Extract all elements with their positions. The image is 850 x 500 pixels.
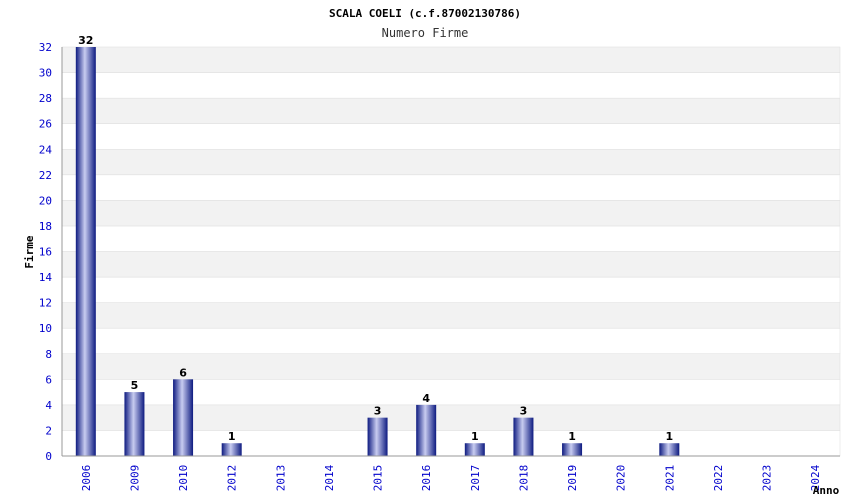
x-tick-label: 2010	[177, 465, 190, 492]
bar-value-label: 5	[131, 379, 139, 392]
x-tick-label: 2017	[469, 465, 482, 492]
bar	[173, 379, 194, 456]
grid-band	[61, 327, 841, 354]
y-tick-label: 4	[45, 399, 52, 412]
y-tick-label: 30	[39, 67, 52, 80]
x-axis-label: Anno	[813, 484, 840, 497]
x-tick-label: 2016	[420, 465, 433, 492]
grid-band	[61, 72, 841, 99]
bar-value-label: 1	[568, 430, 576, 443]
bar	[75, 47, 96, 456]
grid-band	[61, 276, 841, 303]
x-tick-label: 2024	[809, 464, 822, 491]
bar-value-label: 32	[78, 34, 93, 47]
bar-value-label: 1	[228, 430, 236, 443]
grid-band	[61, 174, 841, 201]
y-tick-label: 16	[39, 246, 52, 259]
grid-band	[61, 123, 841, 150]
chart-subtitle: Numero Firme	[382, 26, 469, 40]
x-tick-label: 2023	[761, 465, 774, 492]
grid-band	[61, 353, 841, 380]
y-tick-label: 26	[39, 118, 52, 131]
bar	[562, 443, 583, 456]
y-tick-label: 0	[45, 450, 52, 463]
x-tick-label: 2019	[566, 465, 579, 492]
y-tick-label: 28	[39, 92, 52, 105]
bar-value-label: 1	[665, 430, 673, 443]
y-tick-label: 2	[45, 424, 52, 437]
y-tick-label: 18	[39, 220, 52, 233]
x-tick-label: 2012	[226, 465, 239, 492]
x-tick-label: 2009	[128, 465, 141, 492]
grid-band	[61, 97, 841, 124]
y-tick-label: 24	[39, 143, 53, 156]
bar-value-label: 6	[179, 366, 187, 379]
x-tick-label: 2013	[274, 465, 287, 492]
grid-band	[61, 225, 841, 252]
x-tick-label: 2022	[712, 465, 725, 492]
bar	[416, 404, 437, 456]
bar	[464, 443, 485, 456]
x-tick-label: 2018	[517, 465, 530, 492]
grid-band	[61, 200, 841, 227]
y-tick-label: 12	[39, 297, 52, 310]
y-tick-label: 20	[39, 194, 52, 207]
y-tick-label: 32	[39, 41, 52, 54]
bar	[221, 443, 242, 456]
y-tick-label: 8	[45, 348, 52, 361]
x-tick-label: 2006	[80, 465, 93, 492]
bar-value-label: 4	[422, 392, 430, 405]
x-tick-label: 2015	[372, 465, 385, 492]
y-tick-label: 14	[39, 271, 53, 284]
bar-value-label: 1	[471, 430, 479, 443]
x-tick-label: 2020	[615, 465, 628, 492]
chart-title: SCALA COELI (c.f.87002130786)	[329, 7, 521, 20]
bar-value-label: 3	[374, 405, 382, 418]
y-tick-label: 22	[39, 169, 52, 182]
bar	[513, 417, 534, 456]
grid-band	[61, 149, 841, 176]
x-tick-label: 2014	[323, 464, 336, 491]
grid-band	[61, 46, 841, 73]
bar	[367, 417, 388, 456]
x-tick-label: 2021	[663, 465, 676, 492]
x-axis-ticks: 2006 2009 2010 2012 2013 2014 2015 2016 2017 2018…	[80, 464, 822, 491]
bars: 32 5 6 1 3 4 1 3 1 1	[75, 34, 680, 456]
bar-value-label: 3	[520, 405, 528, 418]
grid-band	[61, 302, 841, 329]
y-tick-label: 6	[45, 373, 52, 386]
y-tick-label: 10	[39, 322, 52, 335]
bar	[124, 392, 145, 456]
grid-band	[61, 251, 841, 278]
y-axis-label: Firme	[23, 235, 36, 268]
bar	[659, 443, 680, 456]
